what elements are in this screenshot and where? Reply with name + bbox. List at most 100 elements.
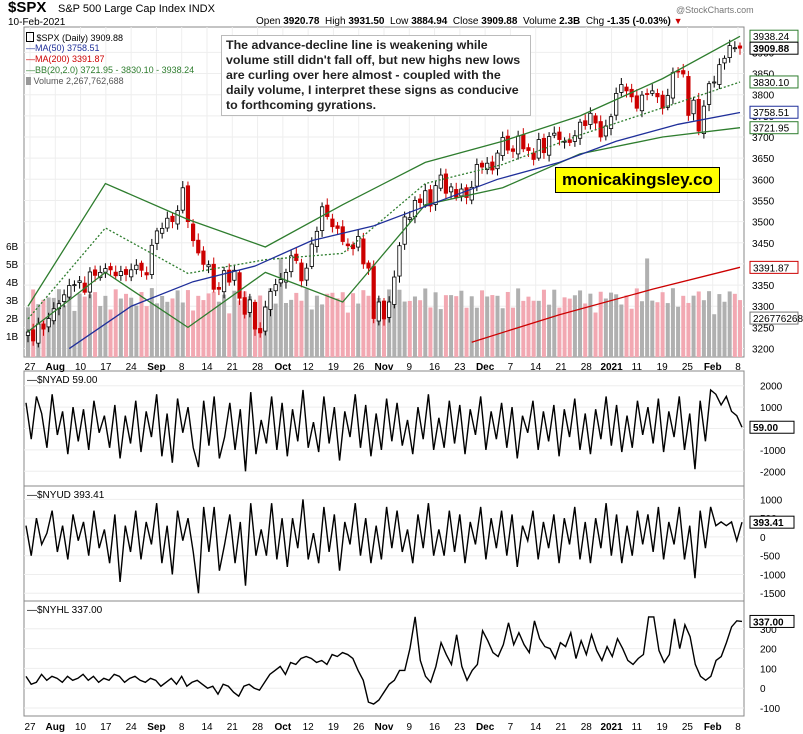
candlestick (639, 94, 645, 112)
volume-bar (31, 289, 36, 357)
volume-bar (593, 312, 598, 357)
candlestick (485, 162, 490, 170)
candlestick (289, 255, 294, 273)
candlestick (165, 217, 170, 229)
volume-bar (423, 288, 428, 357)
volume-bar (201, 300, 206, 357)
volume-bar (609, 292, 614, 357)
x-tick-label-bottom: Aug (46, 722, 65, 733)
candlestick (36, 323, 41, 344)
legend-volume-text: Volume 2,267,762,688 (33, 76, 124, 86)
candlestick (51, 308, 56, 322)
candlestick (299, 262, 304, 282)
x-tick-label-bottom: 21 (555, 722, 567, 733)
candlestick (123, 269, 129, 275)
volume-bar (392, 305, 397, 357)
bollinger-middle-line (27, 81, 741, 320)
price-tag-box (749, 75, 799, 89)
x-tick-label-bottom: 27 (24, 722, 36, 733)
candlestick (712, 81, 717, 84)
indicator-y-tick-label: 1000 (760, 403, 783, 414)
volume-bar (655, 302, 660, 357)
candlestick (552, 132, 557, 136)
volume-bar (412, 296, 417, 357)
x-tick-label-bottom: 16 (429, 722, 441, 733)
y-tick-label: 3450 (752, 239, 775, 250)
candlestick (216, 287, 221, 290)
candlestick (160, 227, 165, 234)
candlestick (77, 280, 82, 283)
candlestick (258, 328, 263, 334)
x-tick-label-bottom: 8 (735, 722, 741, 733)
price-tag-label: 3391.87 (753, 263, 790, 274)
volume-bar (191, 310, 196, 357)
candlestick (423, 190, 428, 206)
y-tick-label: 3600 (752, 175, 775, 186)
volume-bar (289, 299, 294, 357)
price-tag-label: 2267762688 (753, 314, 803, 325)
volume-bar (738, 300, 742, 357)
volume-bar (722, 301, 727, 357)
volume-bar (712, 314, 717, 357)
candlestick (25, 331, 31, 336)
candlestick (108, 266, 113, 271)
candlestick (727, 45, 732, 58)
candlestick (706, 83, 712, 105)
volume-bar (67, 292, 72, 357)
x-tick-label-bottom: 23 (454, 722, 466, 733)
x-tick-label-bottom: Oct (275, 722, 292, 733)
volume-bar (366, 295, 371, 357)
candlestick (655, 92, 660, 98)
volume-bar (557, 307, 562, 357)
candlestick (31, 329, 36, 342)
x-tick-label-bottom: 14 (530, 722, 542, 733)
volume-bar (536, 300, 541, 357)
volume-bar (113, 289, 118, 357)
candlestick (376, 301, 381, 322)
volume-bar (505, 291, 510, 357)
volume-bar (118, 298, 123, 357)
volume-bar (727, 291, 732, 357)
candlestick (41, 323, 46, 330)
candlestick (634, 95, 639, 109)
price-tag-box (749, 260, 799, 274)
candlestick (412, 200, 418, 218)
volume-bar (428, 307, 433, 357)
candlestick (325, 204, 330, 217)
volume-bar (180, 302, 185, 357)
change-value: -1.35 (-0.03%) (606, 16, 671, 27)
candlestick (283, 271, 289, 283)
candlestick (593, 115, 598, 124)
candlestick (356, 236, 361, 248)
candlestick (196, 239, 201, 254)
volume-bar (278, 257, 283, 357)
candlestick (92, 269, 98, 276)
volume-bar (309, 309, 314, 357)
volume-bar (614, 294, 619, 357)
close-label: Close (452, 16, 479, 27)
volume-bar (108, 309, 113, 357)
x-tick-label-top: 11 (632, 362, 643, 373)
price-tag-label: 3721.95 (753, 124, 790, 135)
x-tick-label-top: 12 (303, 362, 315, 373)
volume-bar (165, 301, 170, 357)
x-tick-label-bottom: 8 (179, 722, 185, 733)
price-tag-box (749, 311, 799, 325)
candlestick (366, 262, 371, 269)
indicator-value-tag-box (749, 614, 795, 628)
candlestick (660, 94, 665, 109)
candlestick (252, 301, 258, 330)
price-tag-box (749, 41, 799, 55)
y-tick-label: 3300 (752, 302, 775, 313)
candlestick (732, 47, 737, 50)
volume-bar (387, 289, 392, 357)
volume-bar (531, 300, 536, 357)
candlestick (139, 262, 144, 271)
volume-bar (351, 293, 356, 357)
volume-bar (686, 302, 691, 357)
indicator-value-tag: 337.00 (753, 617, 784, 628)
chart-date: 10-Feb-2021 (8, 17, 66, 28)
volume-bar (170, 298, 175, 357)
volume-bar (619, 304, 624, 357)
volume-axis-label: 3B (6, 296, 19, 307)
